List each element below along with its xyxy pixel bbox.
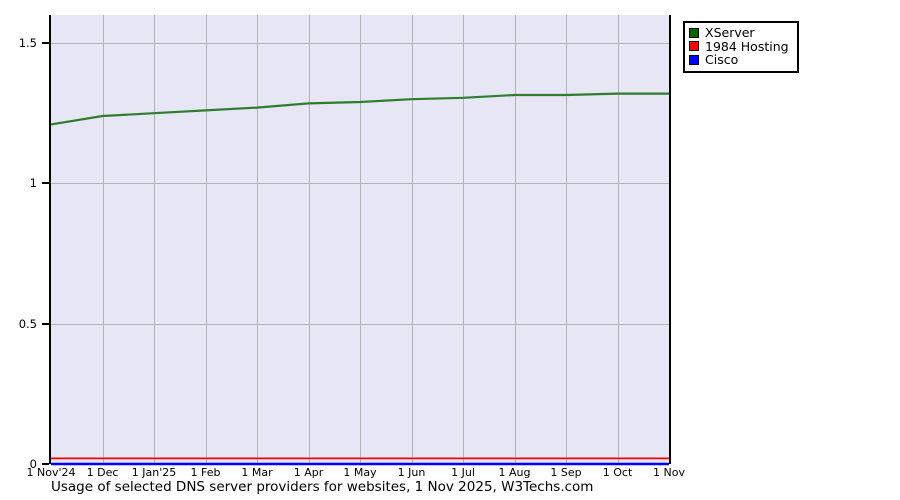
- legend-swatch-icon: [689, 27, 699, 38]
- x-gridline: [566, 15, 567, 464]
- x-tick-label: 1 Mar: [241, 466, 273, 479]
- legend-label: Cisco: [705, 52, 739, 68]
- x-tick-label: 1 Jul: [451, 466, 475, 479]
- y-tick-label: 0.5: [18, 316, 37, 331]
- line-series-layer: [50, 92, 669, 466]
- x-tick-label: 1 Jun: [397, 466, 426, 479]
- series-line-xserver: [50, 92, 669, 126]
- x-tick-label: 1 Feb: [190, 466, 221, 479]
- legend-item: Cisco: [689, 53, 789, 67]
- y-tick-label: 1: [29, 176, 37, 191]
- x-gridline: [463, 15, 464, 464]
- x-tick-label: 1 Dec: [86, 466, 119, 479]
- x-gridline: [257, 15, 258, 464]
- y-tick-label: 0: [29, 457, 37, 471]
- x-tick-label: 1 Jan'25: [131, 466, 177, 479]
- x-gridline: [360, 15, 361, 464]
- x-tick-label: 1 Oct: [602, 466, 633, 479]
- x-tick-label: 1 May: [343, 466, 377, 479]
- y-axis-tick: [42, 463, 49, 465]
- y-axis-tick: [42, 42, 49, 45]
- legend-label: XServer: [705, 25, 755, 41]
- x-gridline: [102, 15, 104, 464]
- x-gridline: [154, 15, 155, 464]
- x-tick-label: 1 Nov'24: [26, 466, 76, 479]
- x-gridline: [411, 15, 413, 464]
- x-gridline: [617, 15, 619, 464]
- y-axis-tick: [42, 182, 49, 185]
- y-tick-label: 1.5: [18, 36, 37, 51]
- chart-title: Usage of selected DNS server providers f…: [51, 479, 594, 495]
- x-tick-label: 1 Apr: [293, 466, 324, 479]
- plot-area: [49, 15, 671, 466]
- x-gridline: [308, 15, 310, 464]
- legend-swatch-icon: [689, 54, 699, 65]
- x-tick-label: 1 Aug: [498, 466, 531, 479]
- legend-item: 1984 Hosting: [689, 40, 789, 54]
- legend: XServer 1984 Hosting Cisco: [683, 21, 799, 73]
- x-gridline: [514, 15, 516, 464]
- x-tick-label: 1 Nov: [653, 466, 685, 479]
- legend-swatch-icon: [689, 41, 699, 52]
- x-tick-label: 1 Sep: [550, 466, 582, 479]
- y-axis-tick: [42, 322, 49, 325]
- legend-item: XServer: [689, 26, 789, 40]
- legend-label: 1984 Hosting: [705, 38, 789, 54]
- x-gridline: [205, 15, 207, 464]
